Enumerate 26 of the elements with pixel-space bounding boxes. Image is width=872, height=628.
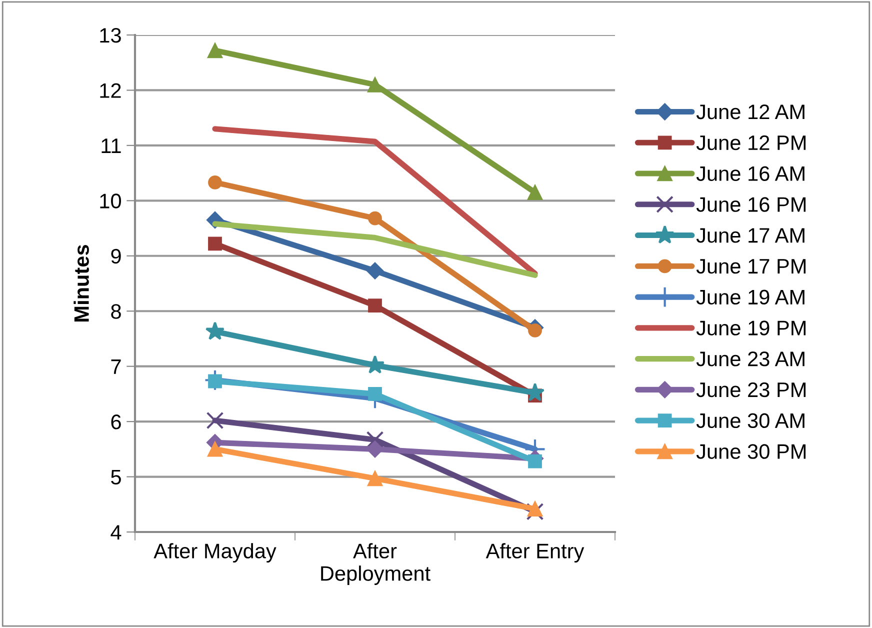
y-tick-label: 8 [111,304,121,319]
legend-label: June 16 PM [696,197,806,212]
x-tick-label: After Deployment [321,543,430,585]
legend-label: June 19 AM [696,290,804,305]
legend-label: June 16 AM [696,166,804,182]
legend-label: June 12 PM [696,135,806,150]
legend-label: June 12 AM [696,104,804,120]
legend-label: June 30 AM [696,413,804,428]
y-tick-label: 5 [111,470,121,485]
legend-label: June 30 PM [696,444,806,459]
y-tick-label: 11 [102,138,121,153]
y-tick-label: 10 [100,194,121,208]
legend-label: June 19 PM [696,320,806,336]
y-axis-title: Minutes [74,245,89,322]
y-tick-label: 12 [100,83,121,98]
x-tick-label: After Entry [486,543,584,563]
legend-label: June 23 AM [696,352,804,366]
y-tick-label: 6 [111,414,121,430]
legend-label: June 17 AM [696,228,804,243]
x-tick-label: After Mayday [154,543,276,563]
y-tick-label: 9 [111,248,121,264]
y-tick-label: 13 [100,28,121,43]
y-tick-label: 4 [110,525,122,540]
legend-label: June 23 PM [696,382,806,398]
y-tick-label: 7 [111,360,121,374]
legend-label: June 17 PM [696,259,806,274]
